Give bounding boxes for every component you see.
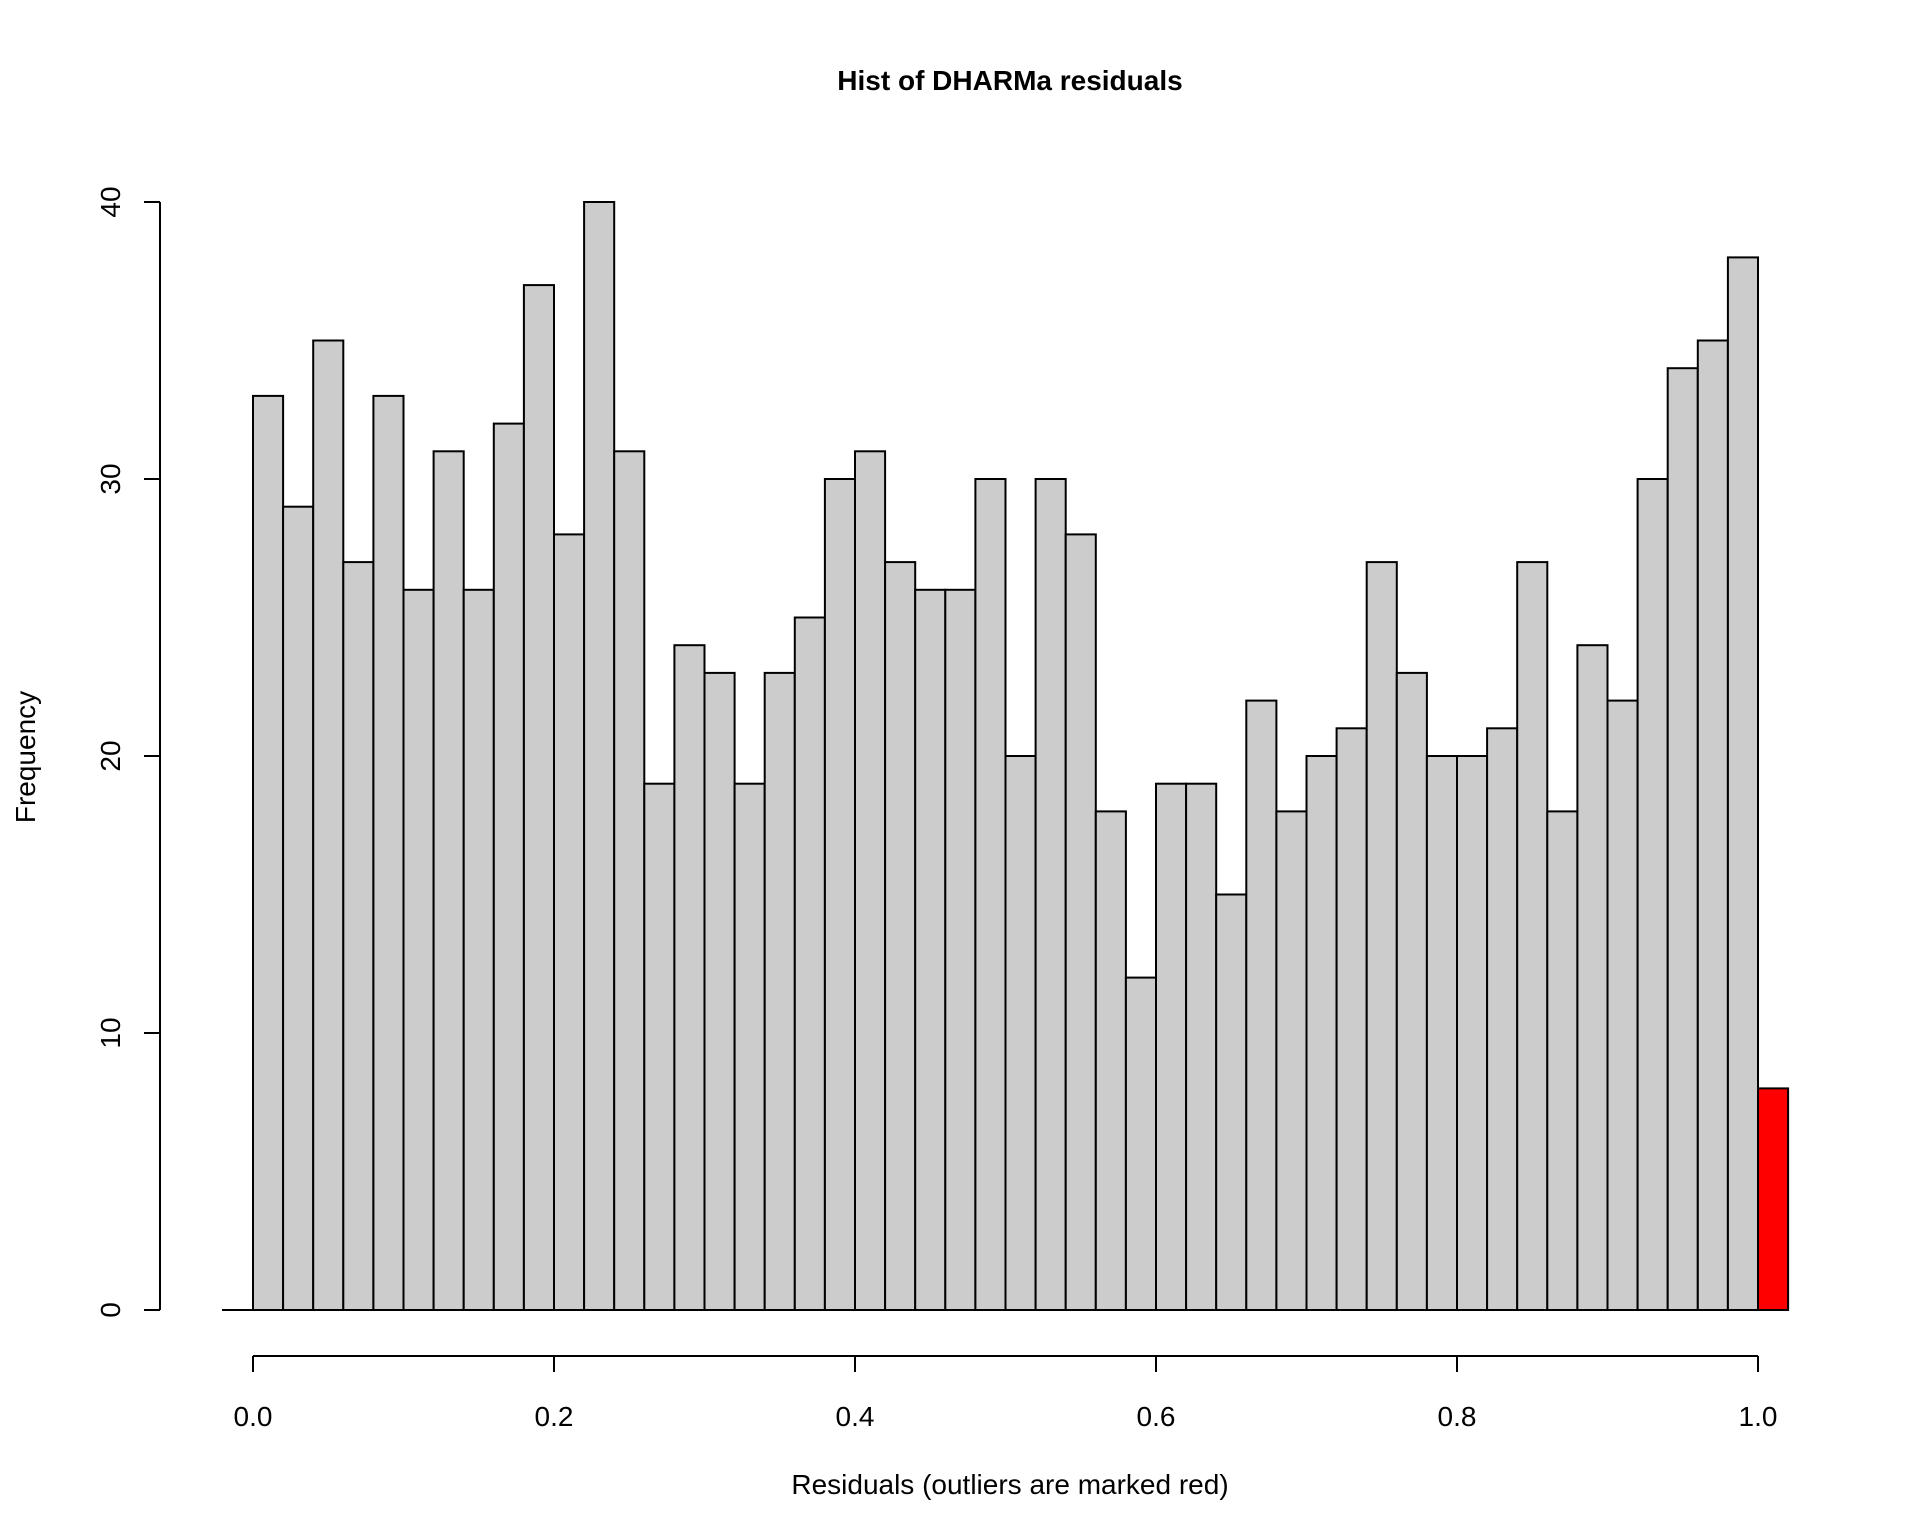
histogram-bar (1155, 782, 1188, 1311)
histogram-bar (914, 588, 947, 1311)
histogram-bar (432, 450, 465, 1311)
histogram-bar (1215, 893, 1248, 1311)
histogram-bar (1606, 699, 1639, 1311)
x-tick-label: 0.6 (1137, 1401, 1176, 1432)
histogram-bar (823, 478, 857, 1311)
histogram-bar (492, 422, 525, 1312)
histogram-bar (613, 450, 646, 1311)
x-axis: 0.0 0.2 0.4 0.6 0.8 1.0 (234, 1355, 1778, 1432)
histogram-bar (342, 561, 375, 1311)
histogram-bar (884, 561, 917, 1311)
histogram-bar (553, 533, 586, 1311)
x-tick-label: 0.4 (836, 1401, 875, 1432)
y-axis-label: Frequency (10, 691, 41, 823)
histogram-bar (974, 478, 1007, 1311)
histogram-bar (1636, 478, 1669, 1311)
x-tick-label: 0.0 (234, 1401, 273, 1432)
histogram-bar (1004, 755, 1037, 1311)
chart-title: Hist of DHARMa residuals (837, 65, 1182, 96)
histogram-bar (1576, 644, 1609, 1311)
histogram-bar (1365, 561, 1398, 1311)
histogram-bar (1456, 755, 1489, 1311)
outlier-bar (1757, 1087, 1790, 1312)
histogram-bar (522, 284, 556, 1312)
y-tick-label: 40 (95, 186, 126, 217)
histogram-bar (1425, 755, 1459, 1311)
histogram-bar (673, 644, 706, 1311)
x-tick-label: 0.2 (535, 1401, 574, 1432)
histogram-bar (793, 616, 826, 1311)
histogram-bar (643, 782, 676, 1311)
histogram-bar (1335, 727, 1368, 1311)
histogram-bar (763, 671, 796, 1311)
histogram-bar (282, 505, 315, 1311)
x-tick-label: 0.8 (1438, 1401, 1477, 1432)
histogram-bar (1034, 478, 1067, 1311)
histogram-bar (462, 588, 495, 1311)
histogram-bar (1395, 671, 1428, 1311)
histogram-bar (1696, 339, 1729, 1311)
histogram-bar (252, 394, 285, 1311)
histogram-bar (733, 782, 766, 1311)
y-tick-label: 0 (95, 1302, 126, 1318)
histogram-bar (1516, 561, 1549, 1311)
histogram-bar (1185, 782, 1218, 1311)
histogram-bar (1546, 810, 1579, 1312)
histogram-bar (1064, 533, 1097, 1311)
histogram-bar (402, 588, 435, 1311)
y-axis: 0 10 20 30 40 (95, 186, 161, 1318)
x-tick-label: 1.0 (1739, 1401, 1778, 1432)
histogram-bar (1094, 810, 1127, 1312)
y-tick-label: 30 (95, 463, 126, 494)
histogram-bar (703, 671, 736, 1311)
histogram-bar (1275, 810, 1308, 1312)
x-axis-label: Residuals (outliers are marked red) (791, 1469, 1228, 1500)
histogram-bar (944, 588, 977, 1311)
histogram-bar (1305, 755, 1338, 1311)
histogram-bar (1245, 699, 1278, 1311)
y-tick-label: 20 (95, 740, 126, 771)
histogram-bar (1486, 727, 1519, 1311)
histogram-bar (583, 201, 616, 1311)
y-tick-label: 10 (95, 1017, 126, 1048)
histogram-bar (312, 339, 345, 1311)
histogram-bar (372, 394, 405, 1311)
histogram-bar (1124, 976, 1158, 1311)
histogram-bar (1726, 256, 1760, 1311)
histogram-bar (854, 450, 887, 1311)
histogram-bar (1666, 367, 1699, 1311)
bars-group (222, 201, 1790, 1312)
